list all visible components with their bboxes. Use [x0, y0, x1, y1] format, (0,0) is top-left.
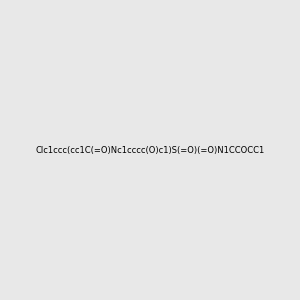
Text: Clc1ccc(cc1C(=O)Nc1cccc(O)c1)S(=O)(=O)N1CCOCC1: Clc1ccc(cc1C(=O)Nc1cccc(O)c1)S(=O)(=O)N1…	[35, 146, 265, 154]
